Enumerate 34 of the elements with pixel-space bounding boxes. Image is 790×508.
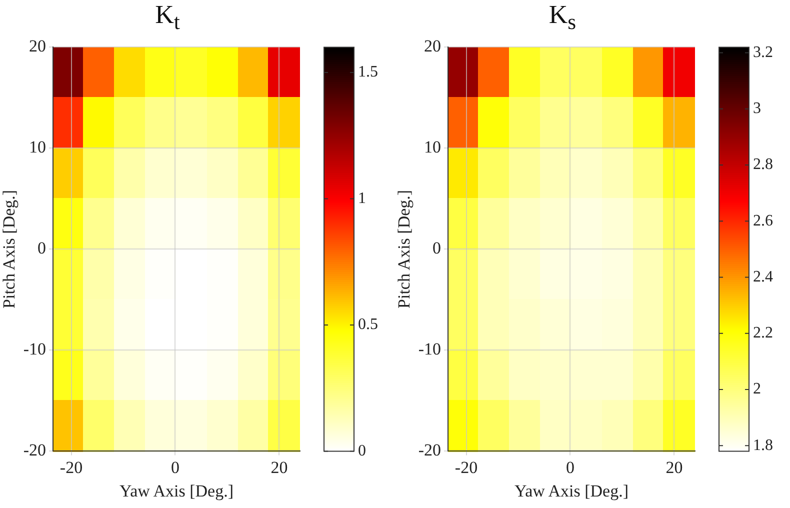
x-axis-title: Yaw Axis [Deg.]: [120, 481, 234, 500]
y-tick-label: 10: [29, 138, 46, 157]
y-tick-label: 20: [424, 36, 442, 56]
y-tick-label: 20: [29, 36, 46, 56]
x-tick-label: -20: [454, 458, 478, 477]
x-tick-label: 20: [270, 458, 288, 477]
color-bar-label: 0.5: [358, 316, 378, 334]
x-tick-label: 20: [666, 458, 683, 477]
y-tick-label: 0: [38, 238, 46, 258]
y-tick-label: -20: [418, 440, 442, 460]
x-tick-label: 0: [566, 458, 574, 477]
color-bar-label: 2.8: [753, 156, 773, 174]
x-tick-label: 0: [170, 458, 180, 477]
y-tick-label: -10: [23, 340, 46, 359]
x-axis-title: Yaw Axis [Deg.]: [514, 481, 629, 500]
color-bar-label: 0: [358, 442, 366, 460]
chart-title: K$_{s}$: [548, 0, 578, 34]
y-tick-label: -10: [418, 340, 442, 359]
color-bar-label: 2.2: [753, 324, 773, 342]
color-bar-label: 2.6: [753, 212, 773, 230]
color-bar-label: 1: [358, 190, 366, 207]
color-bar-label: 3: [753, 100, 761, 118]
color-bar-label: 1.5: [358, 64, 378, 81]
chart-title: K$_{t}$: [154, 0, 181, 34]
color-bar-label: 1.8: [753, 436, 773, 454]
y-axis-title: Pitch Axis [Deg.]: [394, 190, 414, 308]
y-axis-title: Pitch Axis [Deg.]: [0, 190, 19, 308]
color-bar-label: 2.4: [753, 268, 773, 286]
y-tick-label: 0: [432, 238, 442, 258]
y-tick-label: 10: [424, 138, 442, 157]
color-bar-label: 3.2: [753, 44, 773, 62]
y-tick-label: -20: [23, 440, 46, 460]
x-tick-label: -20: [60, 458, 83, 477]
color-bar-label: 2: [753, 380, 761, 398]
